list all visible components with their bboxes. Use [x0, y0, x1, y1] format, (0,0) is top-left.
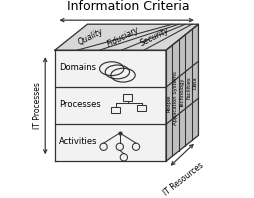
- Text: Activities: Activities: [59, 137, 97, 146]
- Text: IT Resources: IT Resources: [162, 160, 205, 197]
- Polygon shape: [165, 24, 198, 161]
- Text: Fiduciary: Fiduciary: [105, 25, 140, 49]
- Text: People: People: [166, 94, 171, 112]
- Polygon shape: [55, 24, 198, 50]
- Text: Technology: Technology: [179, 78, 184, 108]
- Text: Information Criteria: Information Criteria: [67, 0, 189, 13]
- Text: Facilities: Facilities: [185, 76, 190, 99]
- Text: Quality: Quality: [77, 27, 105, 47]
- Text: IT Processes: IT Processes: [33, 82, 42, 129]
- Text: Domains: Domains: [59, 63, 96, 71]
- Bar: [137, 105, 146, 111]
- Text: Data: Data: [192, 76, 197, 89]
- Polygon shape: [55, 50, 165, 161]
- Text: Application Systems: Application Systems: [172, 71, 178, 125]
- Text: Processes: Processes: [59, 100, 100, 109]
- Bar: [123, 94, 132, 101]
- Bar: [111, 107, 120, 113]
- Text: Security: Security: [138, 26, 170, 48]
